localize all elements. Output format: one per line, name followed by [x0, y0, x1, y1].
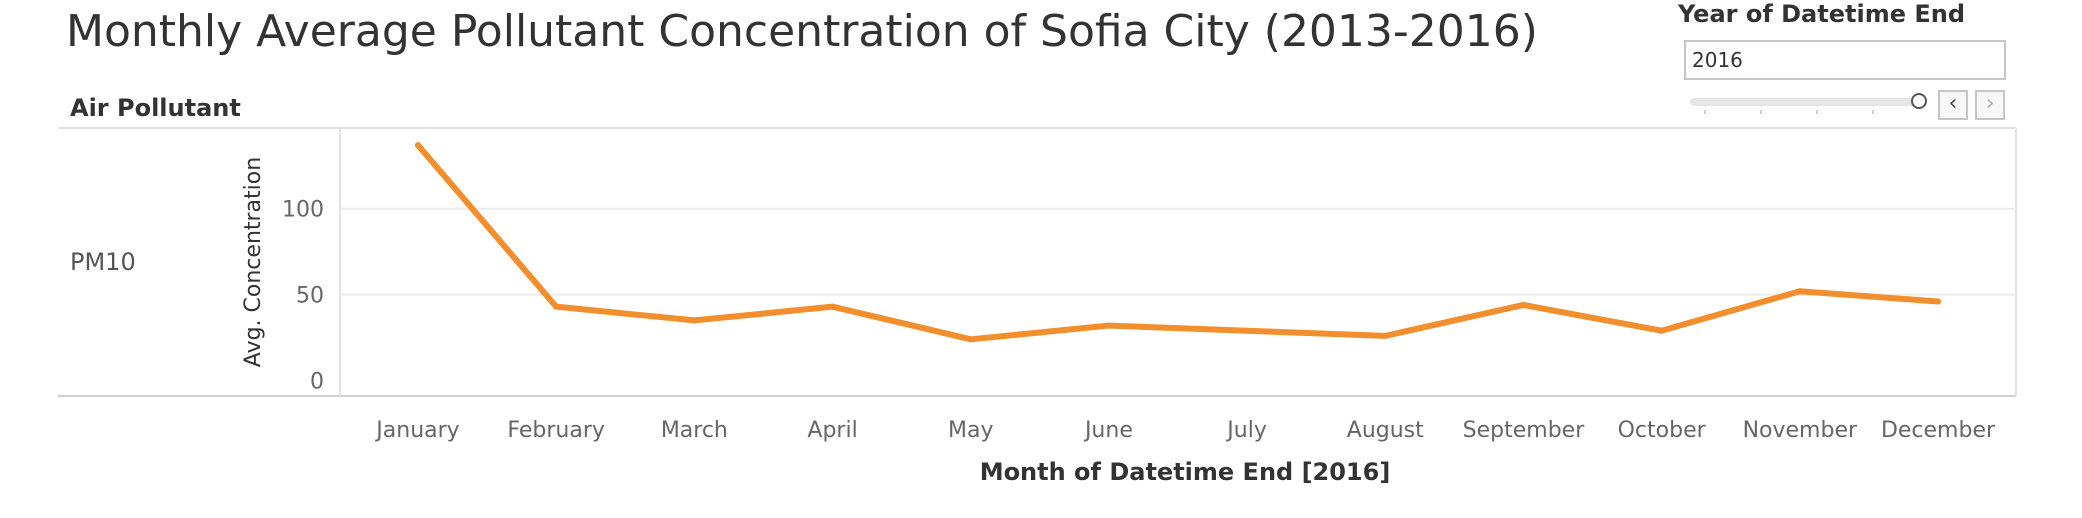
year-slider-thumb[interactable] [1911, 93, 1927, 109]
x-tick-label: May [948, 418, 993, 443]
data-point [1658, 327, 1665, 334]
y-tick-label: 50 [296, 284, 324, 309]
y-tick-label: 100 [282, 198, 324, 223]
y-axis-ticks: 0 50 100 [282, 198, 324, 395]
x-axis-ticks: January February March April May June July Augu… [374, 418, 1996, 443]
year-slider-tick [1760, 110, 1762, 114]
data-point [553, 303, 560, 310]
x-tick-label: October [1618, 418, 1707, 443]
data-point [691, 317, 698, 324]
data-point [829, 303, 836, 310]
data-point [1244, 327, 1251, 334]
x-axis-title: Month of Datetime End [2016] [979, 458, 1391, 486]
gridlines [340, 207, 2016, 296]
x-tick-label: January [374, 418, 459, 443]
series-line [415, 142, 1941, 343]
x-tick-label: April [807, 418, 857, 443]
series-layer [415, 142, 1941, 343]
data-point [1105, 322, 1112, 329]
row-header-air-pollutant: Air Pollutant [70, 94, 241, 122]
data-point [1935, 298, 1941, 305]
year-slider-tick [1816, 110, 1818, 114]
data-point [967, 336, 974, 343]
chevron-right-icon: › [1985, 91, 1995, 116]
year-filter-input[interactable] [1684, 40, 2006, 80]
previous-year-button[interactable]: ‹ [1938, 90, 1968, 120]
data-point [415, 142, 421, 149]
data-point [1382, 332, 1389, 339]
x-tick-label: July [1225, 418, 1267, 443]
data-point [1796, 288, 1803, 295]
x-tick-label: June [1083, 418, 1133, 443]
x-tick-label: March [661, 418, 728, 443]
year-filter-label: Year of Datetime End [1678, 0, 1965, 28]
year-slider-tick [1872, 110, 1874, 114]
x-tick-label: September [1463, 418, 1586, 443]
y-axis-title: Avg. Concentration [241, 157, 266, 367]
x-tick-label: December [1881, 418, 1996, 443]
x-tick-label: February [507, 418, 605, 443]
data-point [1520, 301, 1527, 308]
x-tick-label: August [1347, 418, 1424, 443]
row-label-pollutant: PM10 [70, 248, 136, 276]
chart-title: Monthly Average Pollutant Concentration … [66, 6, 1538, 57]
next-year-button[interactable]: › [1975, 90, 2005, 120]
year-slider-tick [1704, 110, 1706, 114]
year-slider-track[interactable] [1690, 98, 1914, 106]
y-tick-label: 0 [310, 370, 324, 395]
x-tick-label: November [1743, 418, 1858, 443]
chevron-left-icon: ‹ [1948, 91, 1958, 116]
